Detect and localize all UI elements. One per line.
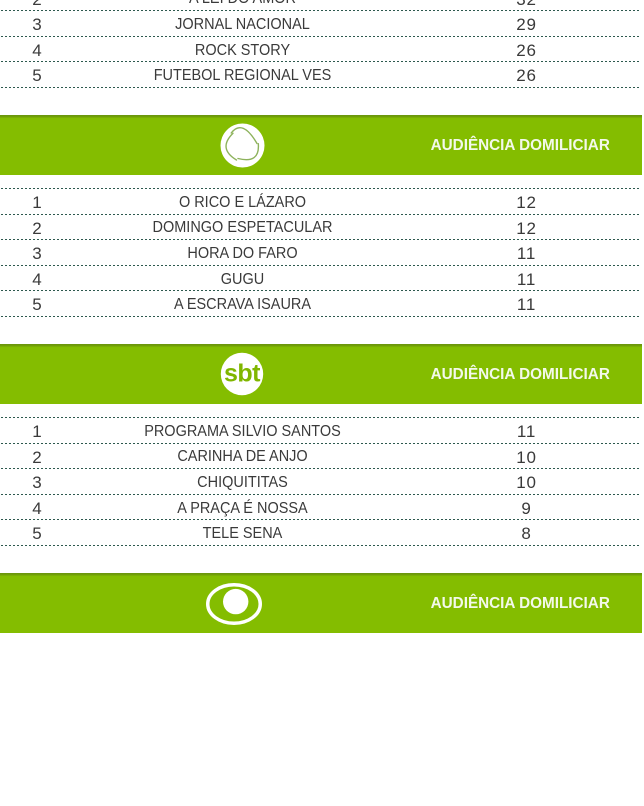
svg-text:sbt: sbt: [224, 360, 261, 388]
